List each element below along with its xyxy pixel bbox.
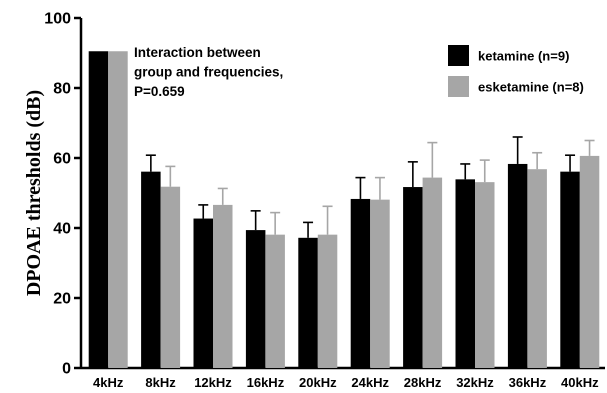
y-tick-label: 100 (44, 11, 71, 28)
bar-ketamine (88, 51, 109, 368)
legend-swatch (448, 76, 469, 97)
x-tick-label: 4kHz (93, 375, 124, 390)
x-tick-label: 40kHz (561, 375, 599, 390)
y-tick-label: 0 (62, 361, 71, 378)
bar-ketamine (193, 218, 213, 368)
bar-esketamine (370, 199, 390, 368)
legend-swatch (448, 45, 469, 66)
bar-ketamine (560, 171, 580, 368)
bar-esketamine (265, 234, 285, 368)
bar-esketamine (579, 155, 600, 368)
bar-esketamine (422, 177, 443, 368)
x-tick-label: 12kHz (194, 375, 232, 390)
y-tick-label: 80 (53, 81, 71, 98)
y-tick-label: 40 (53, 221, 71, 238)
bar-esketamine (108, 51, 128, 368)
bar-esketamine (160, 186, 181, 368)
bar-esketamine (527, 169, 547, 368)
plot-area: DPOAE thresholds (dB) 0 20 40 60 80 100 4kHz 8kH… (23, 11, 605, 390)
annotation-line: group and frequencies, (134, 65, 283, 80)
x-tick-label: 28kHz (404, 375, 442, 390)
y-axis-label: DPOAE thresholds (dB) (23, 90, 45, 296)
annotation-line: P=0.659 (134, 84, 185, 99)
x-tick-label: 20kHz (299, 375, 337, 390)
bar-ketamine (245, 230, 266, 368)
legend-label: esketamine (n=8) (478, 80, 584, 95)
x-tick-label: 16kHz (247, 375, 285, 390)
bar-ketamine (298, 237, 318, 368)
bar-ketamine (403, 187, 423, 368)
legend-label: ketamine (n=9) (478, 49, 569, 64)
x-tick-label: 32kHz (456, 375, 494, 390)
y-tick-label: 60 (53, 151, 71, 168)
x-tick-label: 8kHz (145, 375, 176, 390)
bar-ketamine (350, 198, 371, 368)
bar-ketamine (455, 179, 475, 368)
bar-esketamine (213, 204, 233, 368)
bar-esketamine (317, 234, 338, 368)
annotation-text: Interaction between group and frequencies… (134, 45, 283, 99)
bar-esketamine (475, 182, 495, 368)
bar-ketamine (141, 171, 161, 368)
x-tick-label: 24kHz (351, 375, 389, 390)
y-tick-label: 20 (53, 291, 71, 308)
legend: ketamine (n=9) esketamine (n=8) (448, 45, 584, 97)
bar-ketamine (507, 163, 528, 368)
annotation-line: Interaction between (134, 45, 261, 60)
x-tick-label: 36kHz (509, 375, 547, 390)
